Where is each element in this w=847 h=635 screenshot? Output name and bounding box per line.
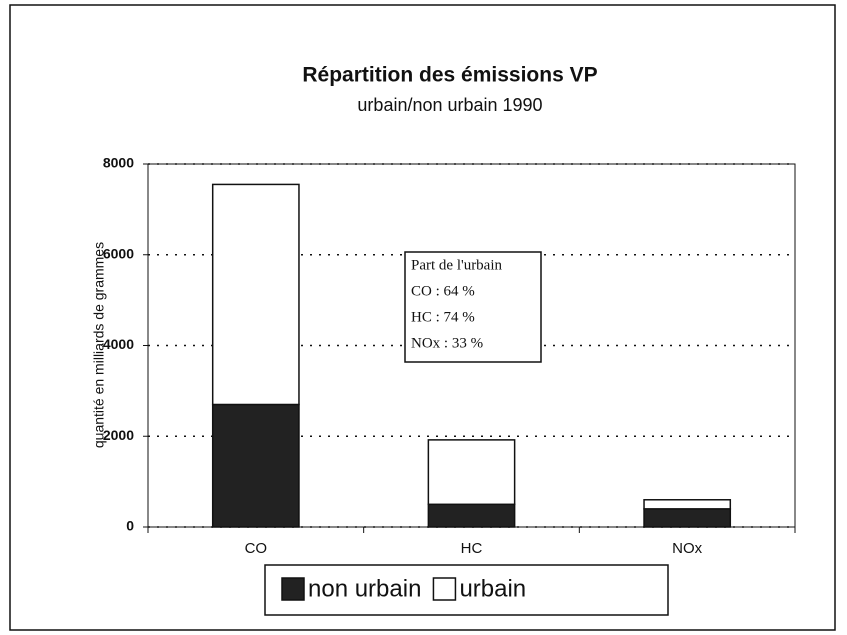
legend-box [264,564,669,616]
bar-segment [643,508,732,528]
bar-segment [427,439,516,506]
legend-label: non urbain [308,575,421,602]
chart-title: Répartition des émissions VP [302,64,597,87]
legend-swatch [281,577,305,601]
x-tick-label: CO [245,540,268,557]
bar-segment [211,183,300,406]
frame [9,4,836,631]
y-tick-label: 6000 [103,245,134,261]
annotation-text: Part de l'urbain [411,257,503,273]
x-tick-label: NOx [672,540,703,557]
bar-segment [643,499,732,510]
legend-label: urbain [459,575,526,602]
annotation-text: CO : 64 % [411,283,475,299]
y-tick-label: 2000 [103,427,134,443]
annotation-text: HC : 74 % [411,309,475,325]
bar-segment [211,403,300,528]
y-tick-label: 0 [126,518,134,534]
x-tick-label: HC [461,540,483,557]
y-tick-label: 4000 [103,336,134,352]
annotation-text: NOx : 33 % [411,335,483,351]
y-axis-label: quantité en milliards de grammes [91,242,107,448]
legend-swatch [432,577,457,601]
y-tick-label: 8000 [103,155,134,171]
chart-subtitle: urbain/non urbain 1990 [357,95,542,115]
bar-segment [427,503,516,528]
annotation-box [404,251,542,363]
